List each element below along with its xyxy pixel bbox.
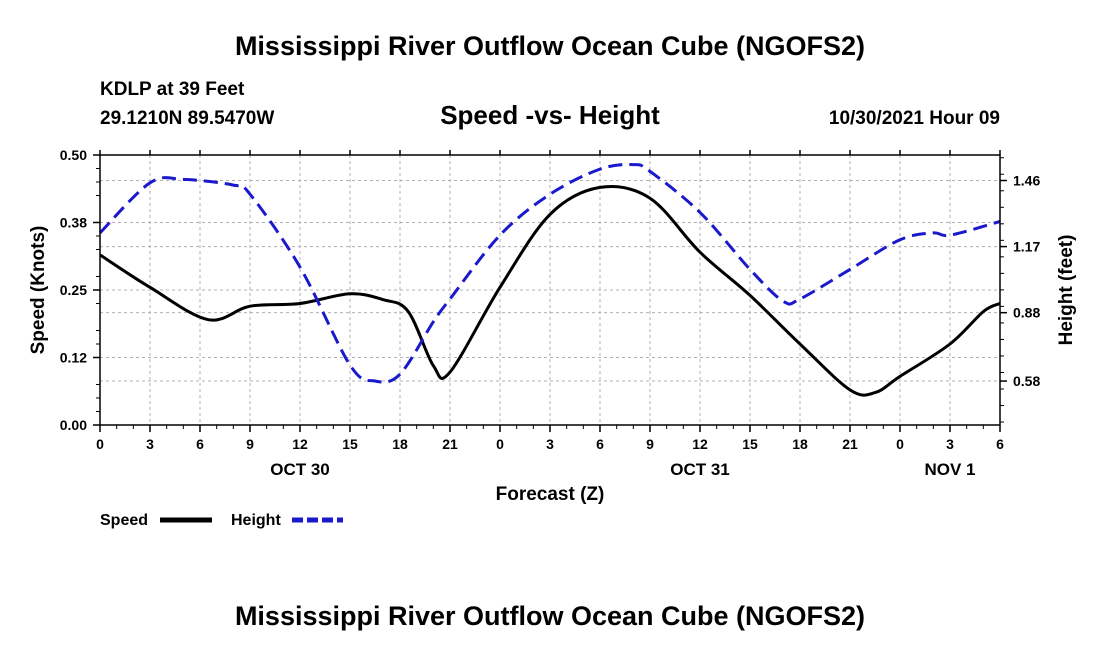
x-tick-label-16: 0 [896,436,904,452]
x-tick-label-13: 15 [742,436,758,452]
y-axis-label: Speed (Knots) [28,226,49,355]
chart-subtitle: Speed -vs- Height [440,100,660,130]
y-tick-label-1: 0.12 [60,350,87,366]
date-label-1: OCT 31 [670,460,730,479]
y2-tick-label-2: 1.17 [1013,239,1040,255]
series-layer [98,162,1001,397]
grid [100,155,1000,425]
x-tick-label-18: 6 [996,436,1004,452]
x-tick-label-9: 3 [546,436,554,452]
x-tick-label-0: 0 [96,436,104,452]
x-tick-label-6: 18 [392,436,408,452]
legend-label-speed: Speed [100,512,148,529]
x-tick-label-3: 9 [246,436,254,452]
y-tick-label-2: 0.25 [60,282,87,298]
series-line-height [98,162,1001,384]
x-tick-label-10: 6 [596,436,604,452]
chart-main-title: Mississippi River Outflow Ocean Cube (NG… [235,31,865,61]
y2-tick-label-0: 0.58 [1013,373,1040,389]
x-tick-label-17: 3 [946,436,954,452]
forecast-timestamp: 10/30/2021 Hour 09 [829,108,1000,129]
x-tick-label-8: 0 [496,436,504,452]
axes: 0 3 6 9 12 15 18 21 0 3 6 9 12 15 18 21 0 3 6 OCT 30 OCT 31 N… [60,147,1041,479]
y-tick-label-0: 0.00 [60,417,87,433]
date-label-2: NOV 1 [924,460,975,479]
x-tick-label-5: 15 [342,436,358,452]
x-tick-label-7: 21 [442,436,458,452]
legend: Speed Height [100,512,343,529]
x-tick-label-2: 6 [196,436,204,452]
footer-title: Mississippi River Outflow Ocean Cube (NG… [235,601,865,631]
station-coordinates: 29.1210N 89.5470W [100,108,274,129]
series-line-speed [99,184,1001,397]
y-tick-label-3: 0.38 [60,215,87,231]
station-name: KDLP at 39 Feet [100,79,245,100]
x-tick-label-4: 12 [292,436,308,452]
x-axis-label: Forecast (Z) [496,484,605,505]
y-tick-label-4: 0.50 [60,147,87,163]
date-label-0: OCT 30 [270,460,330,479]
x-tick-label-11: 9 [646,436,654,452]
y2-axis-label: Height (feet) [1056,235,1077,346]
y2-tick-label-3: 1.46 [1013,173,1040,189]
y2-tick-label-1: 0.88 [1013,305,1040,321]
x-tick-label-1: 3 [146,436,154,452]
x-tick-label-15: 21 [842,436,858,452]
x-tick-label-12: 12 [692,436,708,452]
legend-label-height: Height [231,512,281,529]
x-tick-label-14: 18 [792,436,808,452]
